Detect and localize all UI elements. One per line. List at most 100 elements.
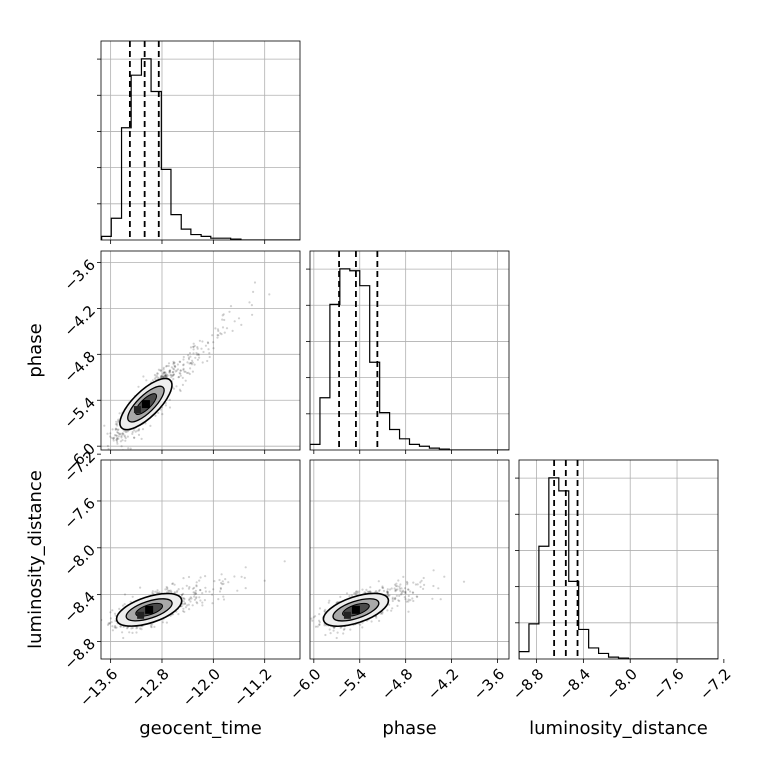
density-peak xyxy=(343,611,351,619)
scatter-point xyxy=(160,374,163,378)
x-tick-label: −8.0 xyxy=(602,665,640,703)
scatter-point xyxy=(212,341,215,344)
scatter-point xyxy=(316,625,319,628)
scatter-point xyxy=(116,424,119,427)
scatter-point xyxy=(109,611,112,614)
scatter-point xyxy=(183,602,187,605)
scatter-point xyxy=(168,369,171,372)
scatter-point xyxy=(208,590,211,593)
scatter-point xyxy=(176,363,179,366)
scatter-point xyxy=(184,606,187,609)
scatter-point xyxy=(339,626,342,629)
scatter-point xyxy=(154,376,157,379)
scatter-point xyxy=(156,372,159,375)
scatter-point xyxy=(145,379,148,382)
x-tick-label: −8.4 xyxy=(556,665,594,703)
scatter-point xyxy=(170,373,173,377)
scatter-point xyxy=(196,358,199,361)
scatter-point xyxy=(149,623,152,626)
scatter-point xyxy=(332,626,336,630)
scatter-point xyxy=(181,383,184,386)
scatter-point xyxy=(153,625,156,629)
scatter-point xyxy=(185,584,188,587)
scatter-point xyxy=(218,590,222,593)
scatter-point xyxy=(224,578,227,581)
scatter-point xyxy=(251,313,254,316)
scatter-point xyxy=(121,439,124,442)
scatter-point xyxy=(117,437,120,440)
scatter-point xyxy=(164,404,167,407)
scatter-point xyxy=(182,358,185,361)
scatter-point xyxy=(123,435,127,438)
scatter-point xyxy=(212,588,215,591)
scatter-point xyxy=(206,359,209,363)
scatter-point xyxy=(406,583,409,586)
scatter-point xyxy=(354,592,357,595)
scatter-point xyxy=(191,370,194,373)
scatter-point xyxy=(343,627,346,631)
scatter-point xyxy=(355,592,358,596)
scatter-point xyxy=(172,387,176,390)
scatter-point xyxy=(332,629,335,632)
scatter-point xyxy=(191,359,194,362)
scatter-point xyxy=(405,580,408,583)
scatter-point xyxy=(182,607,185,610)
scatter-point xyxy=(394,596,397,600)
scatter-point xyxy=(124,437,127,440)
scatter-point xyxy=(131,430,134,434)
scatter-point xyxy=(193,586,196,590)
scatter-point xyxy=(115,439,118,442)
scatter-point xyxy=(201,361,204,364)
scatter-point xyxy=(393,587,396,590)
scatter-point xyxy=(201,592,204,595)
scatter-point xyxy=(377,580,380,583)
scatter-point xyxy=(118,412,121,415)
scatter-point xyxy=(228,310,231,313)
scatter-point xyxy=(182,600,185,603)
scatter-point xyxy=(369,590,372,593)
scatter-point xyxy=(164,373,167,376)
scatter-point xyxy=(386,591,389,594)
scatter-point xyxy=(172,360,175,363)
scatter-point xyxy=(120,436,123,439)
scatter-point xyxy=(386,588,389,591)
scatter-point xyxy=(394,590,397,593)
scatter-point xyxy=(162,368,165,371)
scatter-point xyxy=(199,599,202,602)
histogram-step xyxy=(101,58,300,240)
scatter-point xyxy=(248,301,251,304)
scatter-point xyxy=(192,342,195,345)
scatter-point xyxy=(221,580,224,583)
scatter-point xyxy=(122,625,125,629)
grid-lines-1-1 xyxy=(310,251,509,450)
scatter-point xyxy=(115,422,118,425)
scatter-point xyxy=(173,361,176,364)
scatter-point xyxy=(164,372,167,375)
scatter-point xyxy=(111,629,114,632)
scatter-point xyxy=(110,436,113,439)
scatter-point xyxy=(121,631,124,634)
scatter-point xyxy=(107,622,110,625)
scatter-point xyxy=(183,597,186,601)
histogram-step xyxy=(519,477,718,659)
scatter-point xyxy=(116,428,119,431)
scatter-point xyxy=(175,591,178,594)
x-tick-label: −3.6 xyxy=(470,665,508,703)
scatter-point xyxy=(244,566,247,569)
scatter-point xyxy=(111,428,114,431)
scatter-point xyxy=(114,423,117,426)
scatter-point xyxy=(324,608,327,611)
scatter-point xyxy=(193,593,196,596)
scatter-point xyxy=(116,437,119,440)
scatter-point xyxy=(187,371,190,374)
scatter-point xyxy=(199,589,202,592)
scatter-point xyxy=(195,351,198,355)
scatter-point xyxy=(165,585,168,589)
scatter-point xyxy=(153,373,156,377)
scatter-point xyxy=(181,376,184,379)
scatter-point xyxy=(113,436,116,439)
density-peak xyxy=(145,605,154,614)
scatter-point xyxy=(175,385,178,388)
scatter-point xyxy=(318,621,321,624)
scatter-point xyxy=(407,588,410,591)
